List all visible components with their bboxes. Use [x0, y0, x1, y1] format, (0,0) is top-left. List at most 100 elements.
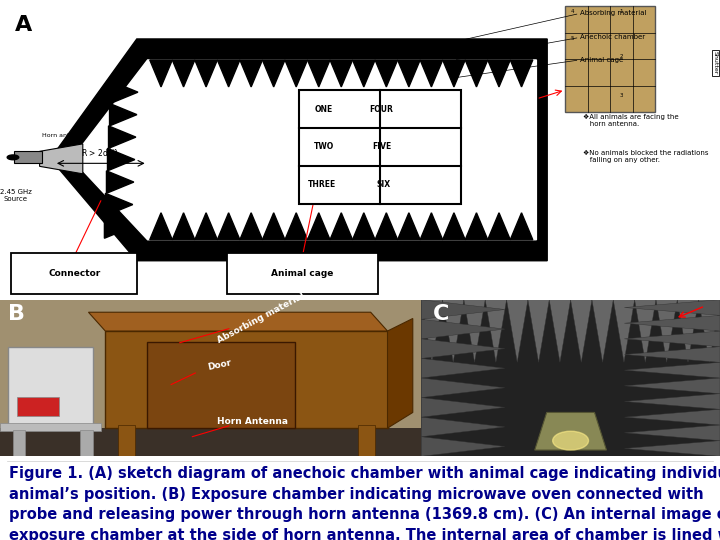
FancyBboxPatch shape	[9, 347, 93, 425]
FancyBboxPatch shape	[0, 300, 421, 428]
Text: Animal cage: Animal cage	[271, 269, 333, 278]
Text: FIVE: FIVE	[372, 143, 391, 151]
Polygon shape	[624, 347, 720, 362]
Polygon shape	[624, 315, 720, 331]
Polygon shape	[421, 319, 505, 339]
Polygon shape	[105, 331, 387, 428]
FancyBboxPatch shape	[299, 90, 461, 204]
Polygon shape	[217, 213, 240, 240]
Polygon shape	[397, 213, 420, 240]
Text: 5: 5	[570, 37, 574, 42]
Polygon shape	[510, 213, 533, 240]
Polygon shape	[89, 312, 387, 331]
Polygon shape	[443, 300, 464, 362]
Polygon shape	[353, 213, 375, 240]
Polygon shape	[464, 300, 485, 362]
Text: 2: 2	[619, 55, 623, 59]
Polygon shape	[285, 60, 307, 87]
Polygon shape	[443, 213, 465, 240]
Polygon shape	[624, 425, 720, 441]
Polygon shape	[421, 339, 505, 359]
Polygon shape	[107, 148, 135, 171]
Polygon shape	[624, 331, 720, 347]
Polygon shape	[421, 378, 505, 397]
Polygon shape	[592, 300, 613, 362]
Text: THREE: THREE	[307, 180, 336, 189]
Polygon shape	[195, 60, 217, 87]
Circle shape	[553, 431, 588, 450]
Polygon shape	[443, 60, 465, 87]
Text: Anechoic chamber: Anechoic chamber	[580, 35, 644, 40]
Polygon shape	[353, 60, 375, 87]
Polygon shape	[421, 417, 505, 437]
Polygon shape	[150, 60, 172, 87]
FancyBboxPatch shape	[11, 253, 137, 294]
Polygon shape	[507, 300, 528, 362]
Polygon shape	[421, 300, 505, 319]
FancyBboxPatch shape	[358, 425, 375, 456]
Text: ❖All animals are facing the
   horn antenna.: ❖All animals are facing the horn antenna…	[583, 114, 679, 127]
FancyBboxPatch shape	[0, 0, 720, 300]
Polygon shape	[72, 60, 536, 240]
FancyBboxPatch shape	[14, 151, 42, 163]
Polygon shape	[624, 300, 720, 315]
Polygon shape	[421, 359, 505, 378]
Polygon shape	[571, 300, 592, 362]
Polygon shape	[109, 126, 136, 148]
Text: R > 2d$^2$/λ: R > 2d$^2$/λ	[81, 146, 120, 159]
Polygon shape	[698, 300, 720, 362]
Polygon shape	[107, 171, 134, 193]
Polygon shape	[465, 60, 487, 87]
Polygon shape	[613, 300, 634, 362]
Polygon shape	[421, 300, 443, 362]
Text: ❖No animals blocked the radiations
   falling on any other.: ❖No animals blocked the radiations falli…	[583, 150, 708, 163]
Polygon shape	[330, 213, 353, 240]
Polygon shape	[262, 213, 285, 240]
Polygon shape	[285, 213, 307, 240]
Circle shape	[7, 155, 19, 160]
Polygon shape	[50, 39, 547, 261]
Text: SIX: SIX	[377, 180, 391, 189]
FancyBboxPatch shape	[227, 253, 378, 294]
Text: 2.45 GHz
Source: 2.45 GHz Source	[0, 189, 32, 202]
Polygon shape	[240, 60, 262, 87]
Polygon shape	[510, 60, 533, 87]
Text: Door: Door	[206, 359, 232, 373]
Polygon shape	[535, 413, 606, 450]
Polygon shape	[528, 300, 549, 362]
Polygon shape	[172, 213, 195, 240]
Text: Animal cage: Animal cage	[580, 57, 623, 63]
Text: A: A	[14, 15, 32, 35]
Polygon shape	[375, 213, 397, 240]
Text: TWO: TWO	[314, 143, 334, 151]
Text: 3: 3	[619, 93, 623, 98]
Polygon shape	[104, 216, 132, 238]
Polygon shape	[195, 213, 217, 240]
Polygon shape	[109, 103, 137, 126]
Polygon shape	[421, 397, 505, 417]
Text: Absorbing material: Absorbing material	[580, 10, 646, 17]
Text: 1: 1	[619, 10, 623, 15]
Text: C: C	[433, 305, 449, 325]
Text: Figure 1. (A) sketch diagram of anechoic chamber with animal cage indicating ind: Figure 1. (A) sketch diagram of anechoic…	[9, 467, 720, 540]
Text: 4: 4	[570, 10, 574, 15]
Polygon shape	[387, 319, 413, 428]
Polygon shape	[397, 60, 420, 87]
Polygon shape	[465, 213, 487, 240]
FancyBboxPatch shape	[0, 300, 421, 456]
Polygon shape	[40, 144, 83, 174]
Text: Connector: Connector	[48, 269, 100, 278]
Text: ONE: ONE	[315, 105, 333, 114]
Polygon shape	[624, 362, 720, 378]
FancyBboxPatch shape	[0, 428, 421, 456]
Polygon shape	[624, 394, 720, 409]
Polygon shape	[240, 213, 262, 240]
FancyBboxPatch shape	[118, 425, 135, 456]
Text: Shutter: Shutter	[713, 51, 718, 75]
Text: B: B	[9, 305, 25, 325]
Polygon shape	[262, 60, 285, 87]
Polygon shape	[624, 378, 720, 394]
Text: Horn antenna: Horn antenna	[42, 133, 85, 138]
FancyBboxPatch shape	[17, 397, 59, 416]
Polygon shape	[172, 60, 195, 87]
